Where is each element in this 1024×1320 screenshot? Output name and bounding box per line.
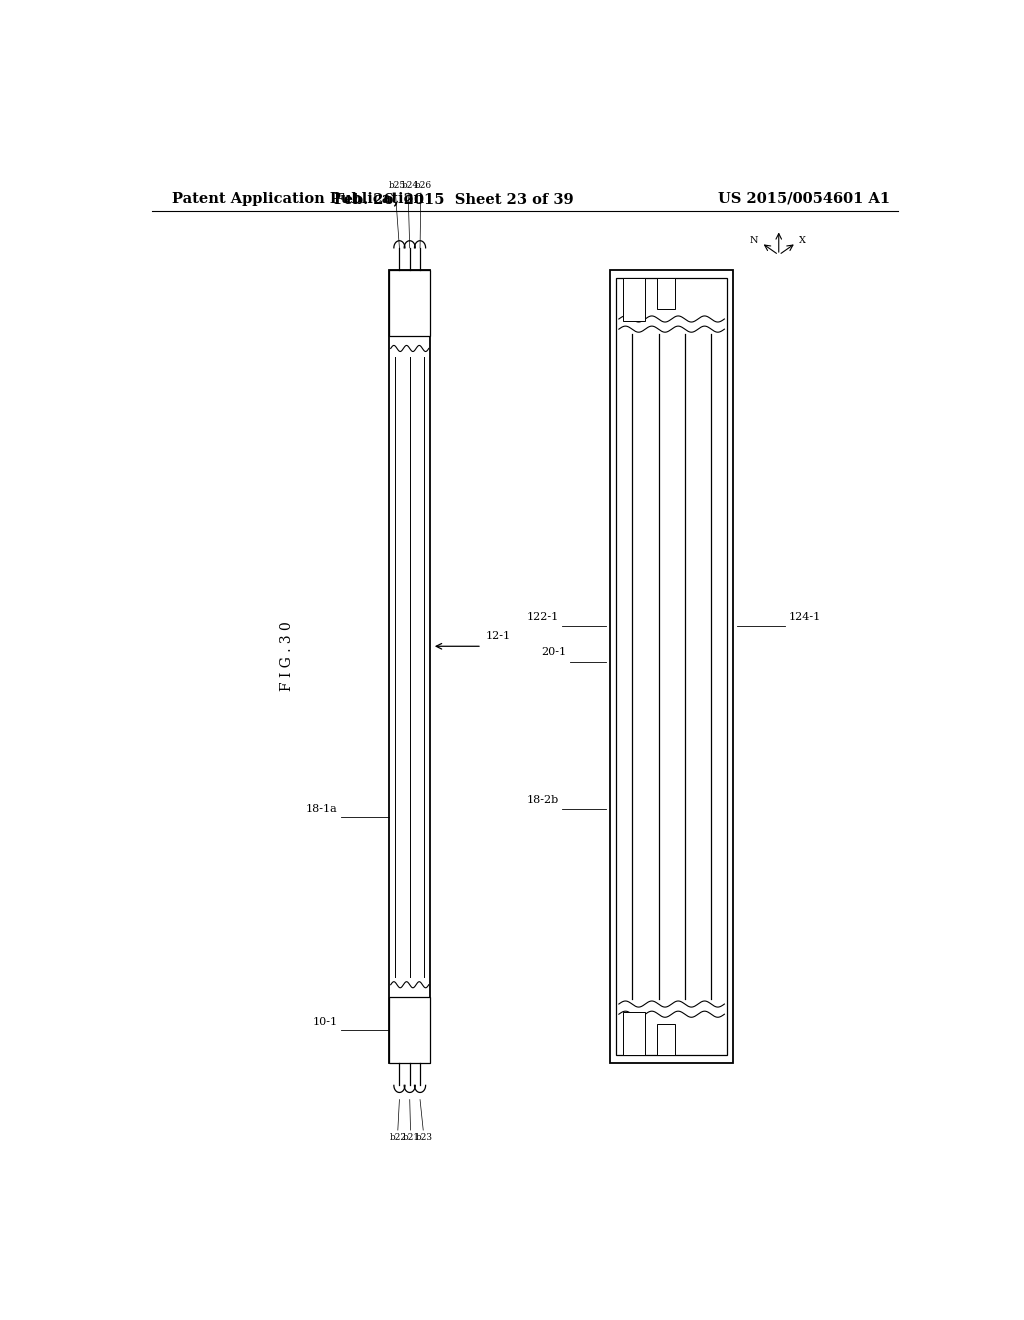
Text: 12-1: 12-1 — [486, 631, 511, 642]
Text: b25: b25 — [389, 181, 407, 190]
Bar — [389, 271, 430, 1063]
Text: 124-1: 124-1 — [788, 612, 821, 622]
Bar — [389, 271, 430, 337]
Text: 18-1a: 18-1a — [306, 804, 338, 814]
Bar — [657, 279, 675, 309]
Text: b26: b26 — [415, 181, 432, 190]
Text: b24: b24 — [402, 181, 419, 190]
Text: 18-2b: 18-2b — [526, 795, 558, 805]
Text: US 2015/0054601 A1: US 2015/0054601 A1 — [718, 191, 890, 206]
Bar — [623, 279, 645, 321]
Bar — [389, 997, 430, 1063]
Bar — [610, 271, 733, 1063]
Text: b23: b23 — [416, 1133, 432, 1142]
Text: Feb. 26, 2015  Sheet 23 of 39: Feb. 26, 2015 Sheet 23 of 39 — [334, 191, 573, 206]
Text: Patent Application Publication: Patent Application Publication — [172, 191, 424, 206]
Text: b21: b21 — [402, 1133, 420, 1142]
Text: 20-1: 20-1 — [542, 647, 566, 657]
Bar — [623, 1012, 645, 1055]
Bar — [616, 279, 727, 1055]
Text: F I G . 3 0: F I G . 3 0 — [280, 622, 294, 692]
Text: b22: b22 — [390, 1133, 408, 1142]
Text: 122-1: 122-1 — [526, 612, 558, 622]
Text: X: X — [800, 236, 806, 246]
Text: N: N — [750, 236, 758, 246]
Bar — [657, 1024, 675, 1055]
Text: 10-1: 10-1 — [312, 1016, 338, 1027]
